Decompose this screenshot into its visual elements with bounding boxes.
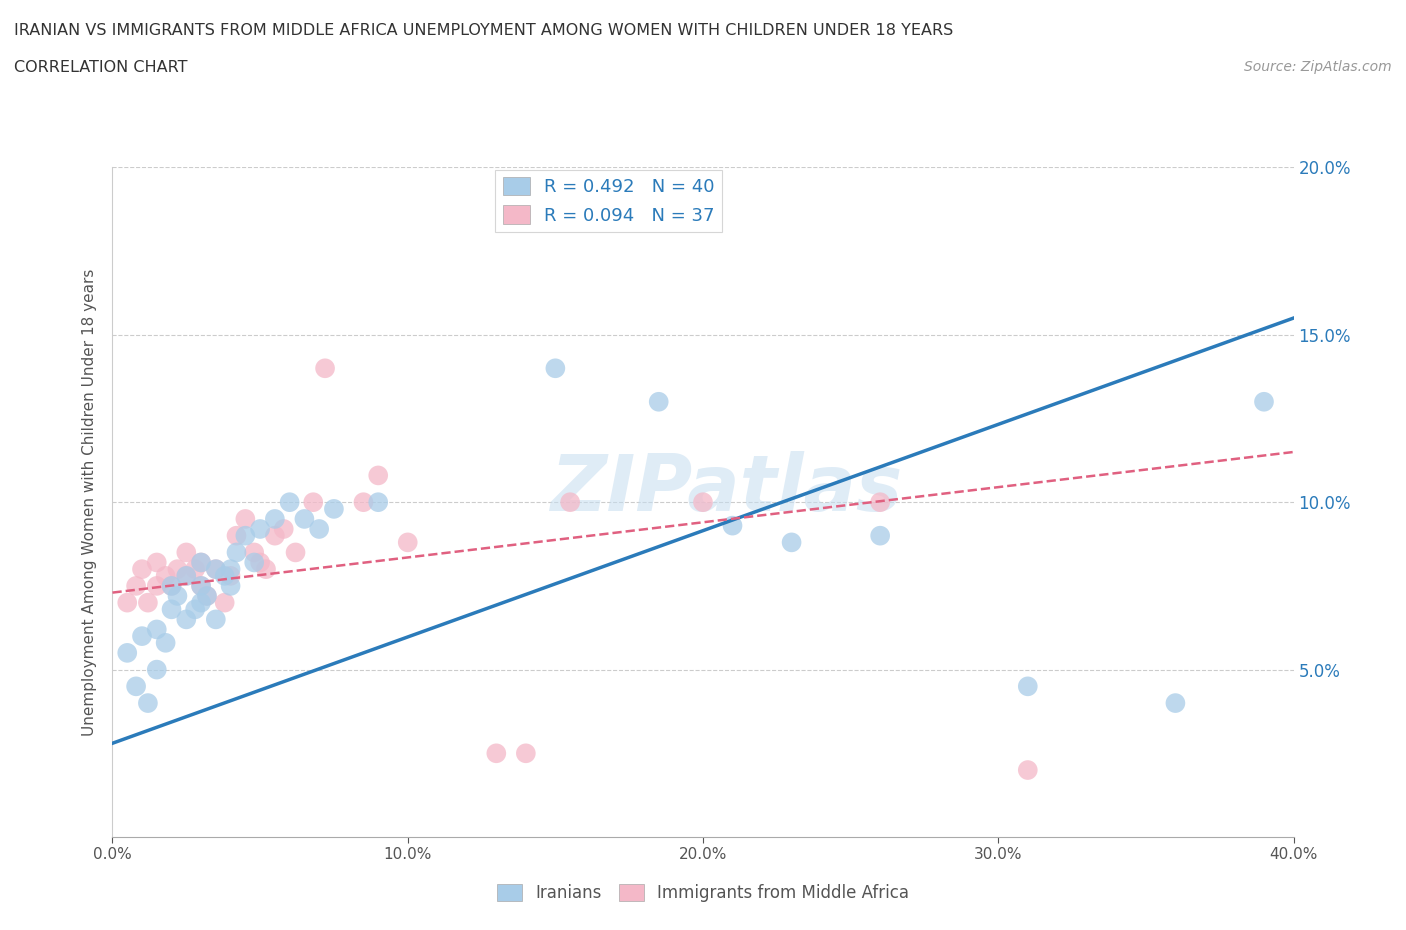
Point xyxy=(692,495,714,510)
Point xyxy=(146,578,169,593)
Point xyxy=(254,562,277,577)
Point xyxy=(195,589,218,604)
Point xyxy=(195,589,218,604)
Legend: Iranians, Immigrants from Middle Africa: Iranians, Immigrants from Middle Africa xyxy=(491,878,915,909)
Point xyxy=(869,528,891,543)
Point xyxy=(352,495,374,510)
Point xyxy=(367,468,389,483)
Point xyxy=(243,555,266,570)
Point xyxy=(219,562,242,577)
Point xyxy=(278,495,301,510)
Y-axis label: Unemployment Among Women with Children Under 18 years: Unemployment Among Women with Children U… xyxy=(82,269,97,736)
Point xyxy=(190,578,212,593)
Point xyxy=(292,512,315,526)
Point xyxy=(225,528,247,543)
Point xyxy=(233,512,256,526)
Point xyxy=(155,568,177,583)
Text: CORRELATION CHART: CORRELATION CHART xyxy=(14,60,187,75)
Point xyxy=(1017,763,1039,777)
Point xyxy=(190,578,212,593)
Point xyxy=(184,602,207,617)
Point xyxy=(190,555,212,570)
Point xyxy=(214,595,236,610)
Point xyxy=(273,522,295,537)
Point xyxy=(174,568,197,583)
Point xyxy=(166,589,188,604)
Point xyxy=(1253,394,1275,409)
Text: Source: ZipAtlas.com: Source: ZipAtlas.com xyxy=(1244,60,1392,74)
Point xyxy=(314,361,336,376)
Point xyxy=(131,629,153,644)
Point xyxy=(780,535,803,550)
Point xyxy=(205,562,228,577)
Point xyxy=(160,578,183,593)
Point xyxy=(396,535,419,550)
Point xyxy=(117,595,138,610)
Point xyxy=(219,568,242,583)
Point xyxy=(249,522,271,537)
Point xyxy=(233,528,256,543)
Point xyxy=(1017,679,1039,694)
Point xyxy=(323,501,346,516)
Text: IRANIAN VS IMMIGRANTS FROM MIDDLE AFRICA UNEMPLOYMENT AMONG WOMEN WITH CHILDREN : IRANIAN VS IMMIGRANTS FROM MIDDLE AFRICA… xyxy=(14,23,953,38)
Point xyxy=(190,595,212,610)
Text: ZIPatlas: ZIPatlas xyxy=(551,451,903,526)
Point xyxy=(146,555,169,570)
Point xyxy=(125,679,148,694)
Point xyxy=(225,545,247,560)
Point xyxy=(184,562,207,577)
Point xyxy=(136,595,159,610)
Point xyxy=(131,562,153,577)
Point xyxy=(485,746,508,761)
Point xyxy=(136,696,159,711)
Point xyxy=(174,568,197,583)
Point xyxy=(302,495,325,510)
Point xyxy=(515,746,537,761)
Point xyxy=(367,495,389,510)
Point xyxy=(721,518,744,533)
Point xyxy=(647,394,671,409)
Point xyxy=(125,578,148,593)
Point xyxy=(249,555,271,570)
Point xyxy=(214,568,236,583)
Point xyxy=(146,662,169,677)
Point xyxy=(155,635,177,650)
Point xyxy=(174,545,197,560)
Point xyxy=(558,495,582,510)
Point xyxy=(284,545,307,560)
Point xyxy=(166,562,188,577)
Point xyxy=(544,361,567,376)
Point xyxy=(160,602,183,617)
Point xyxy=(1164,696,1187,711)
Point xyxy=(174,612,197,627)
Point xyxy=(869,495,891,510)
Point xyxy=(160,578,183,593)
Point xyxy=(308,522,330,537)
Point xyxy=(264,512,287,526)
Point xyxy=(243,545,266,560)
Point xyxy=(117,645,138,660)
Point xyxy=(219,578,242,593)
Point xyxy=(264,528,287,543)
Point xyxy=(190,555,212,570)
Point xyxy=(205,562,228,577)
Point xyxy=(205,612,228,627)
Point xyxy=(146,622,169,637)
